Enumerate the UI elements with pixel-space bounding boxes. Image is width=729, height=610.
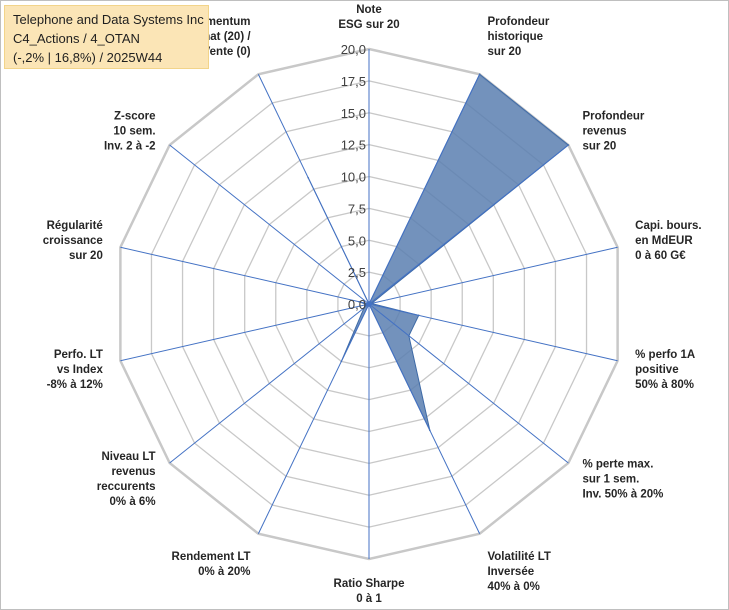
axis-spoke xyxy=(368,144,569,305)
tick-label: 2,5 xyxy=(348,265,366,280)
axis-spoke xyxy=(169,144,370,305)
radar-series xyxy=(307,73,570,432)
axis-spoke xyxy=(120,246,370,305)
tick-label: 7,5 xyxy=(348,201,366,216)
radar-tick-labels: 0,0 2,5 5,0 7,5 10,0 12,5 15,0 17,5 20,0 xyxy=(341,42,366,312)
category-label: Régularité croissance sur 20 xyxy=(43,220,103,262)
tick-label: 15,0 xyxy=(341,106,366,121)
chart-title-box: Telephone and Data Systems Inc C4_Action… xyxy=(4,5,209,69)
radar-category-labels: Note ESG sur 20 Profondeur historique sur 20… xyxy=(43,4,702,605)
category-label: Note ESG sur 20 xyxy=(338,4,399,31)
tick-label: 20,0 xyxy=(341,42,366,57)
radar-axes xyxy=(120,49,618,559)
axis-spoke xyxy=(120,303,370,362)
category-label: Capi. bours. en MdEUR 0 à 60 G€ xyxy=(635,220,701,262)
category-label: Perfo. LT vs Index -8% à 12% xyxy=(47,349,104,391)
category-label: Ratio Sharpe 0 à 1 xyxy=(334,578,405,605)
category-label: % perfo 1A positive 50% à 80% xyxy=(635,349,695,391)
title-portfolio: C4_Actions / 4_OTAN xyxy=(13,31,140,46)
category-label: Profondeur revenus sur 20 xyxy=(582,110,644,152)
tick-label: 17,5 xyxy=(341,74,366,89)
axis-spoke xyxy=(169,303,370,464)
title-company: Telephone and Data Systems Inc xyxy=(13,12,204,27)
tick-label: 12,5 xyxy=(341,138,366,153)
series-area xyxy=(307,73,570,431)
category-label: Profondeur historique sur 20 xyxy=(487,16,549,58)
axis-spoke xyxy=(368,303,481,534)
axis-spoke xyxy=(368,303,569,464)
category-label: Volatilité LT Inversée 40% à 0% xyxy=(487,551,550,593)
category-label: Niveau LT revenus reccurents 0% à 6% xyxy=(97,451,156,508)
tick-label: 5,0 xyxy=(348,233,366,248)
tick-label: 10,0 xyxy=(341,170,366,185)
category-label: Z-score 10 sem. Inv. 2 à -2 xyxy=(104,110,156,152)
axis-spoke xyxy=(257,303,370,534)
category-label: Rendement LT 0% à 20% xyxy=(172,551,251,578)
axis-spoke xyxy=(368,303,618,362)
axis-spoke xyxy=(368,74,481,305)
category-label: % perte max. sur 1 sem. Inv. 50% à 20% xyxy=(582,459,663,501)
tick-label: 0,0 xyxy=(348,297,366,312)
axis-spoke xyxy=(257,74,370,305)
axis-spoke xyxy=(368,246,618,305)
title-period: (-,2% | 16,8%) / 2025W44 xyxy=(13,50,163,65)
